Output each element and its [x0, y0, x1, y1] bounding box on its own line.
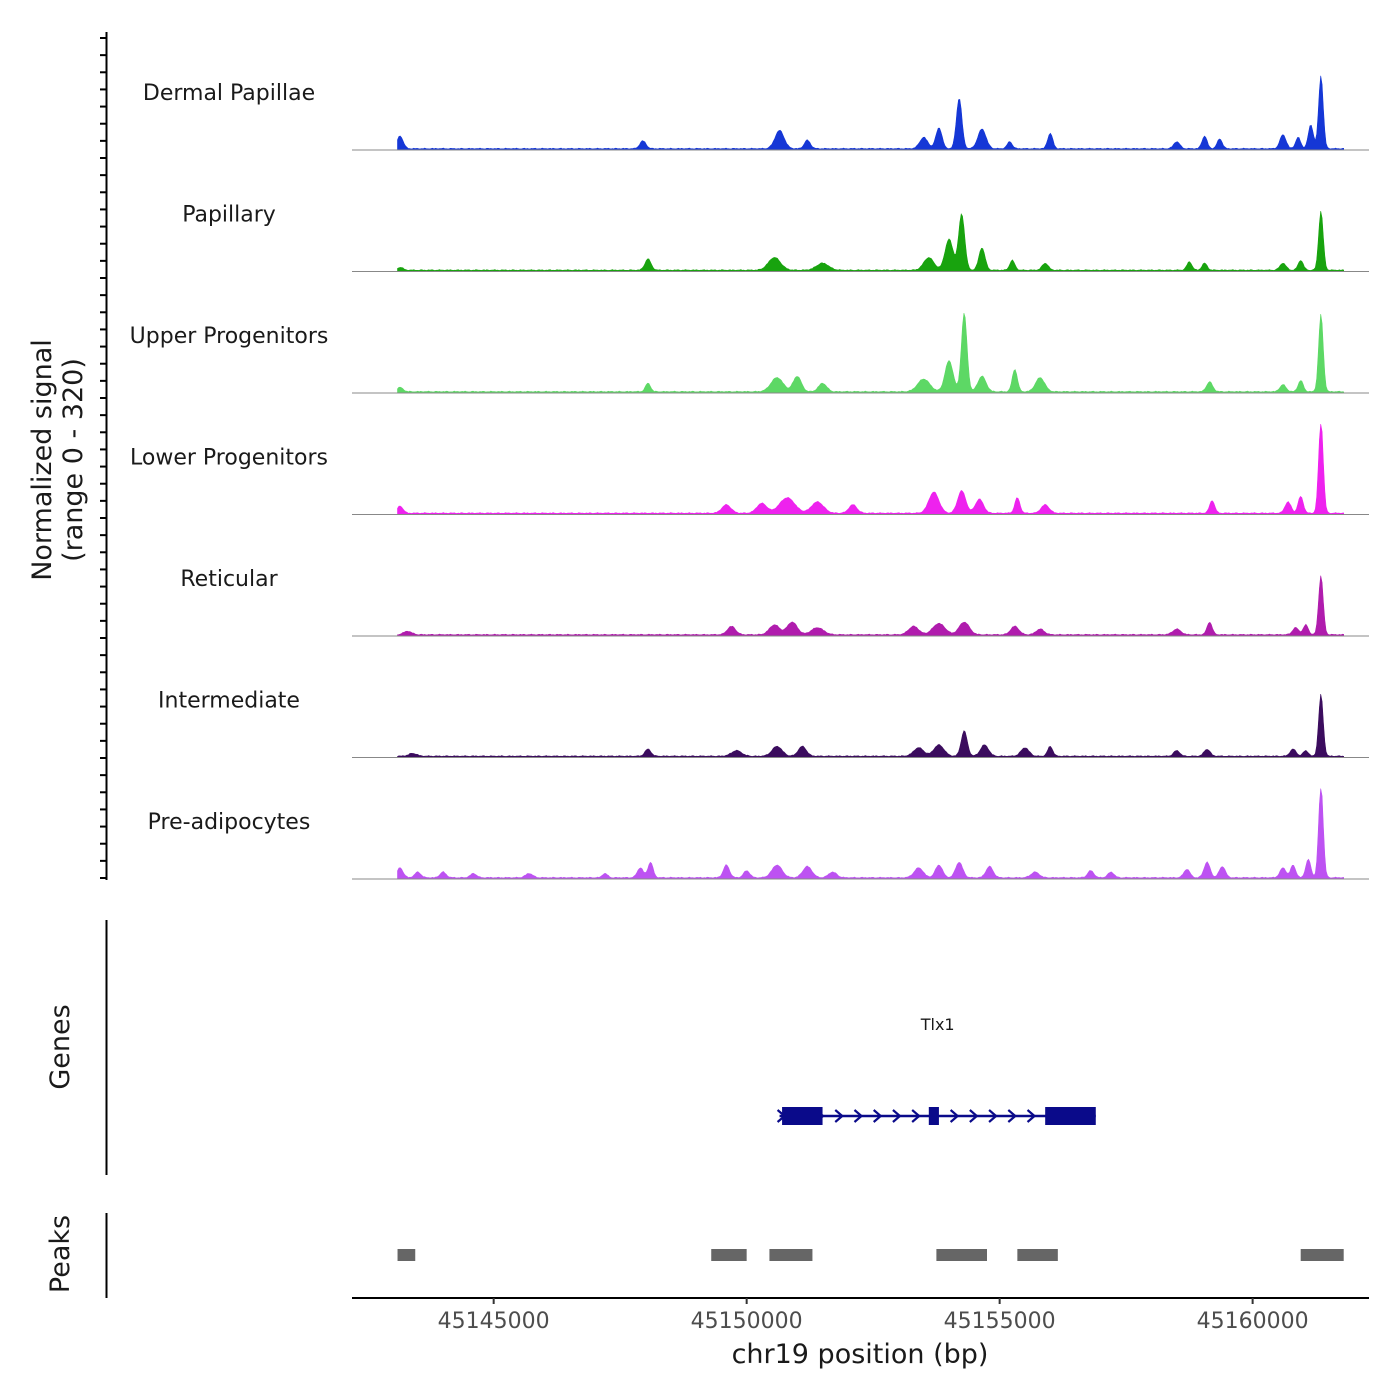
gene-exon	[928, 1107, 939, 1125]
signal-area	[397, 788, 1344, 879]
track-label: Intermediate	[158, 689, 300, 714]
signal-tracks: Dermal Papillae Papillary Upper Progenitor…	[130, 75, 1369, 880]
gene-name: Tlx1	[920, 1015, 955, 1034]
strand-chevron	[949, 1109, 960, 1123]
genes-track: Tlx1	[776, 1015, 1096, 1125]
peak-region	[936, 1249, 987, 1261]
gene-exon	[782, 1107, 823, 1125]
signal-area	[397, 575, 1344, 636]
signal-track: Papillary	[182, 203, 1369, 272]
strand-chevron	[969, 1109, 979, 1123]
signal-track: Intermediate	[158, 689, 1369, 758]
peaks-track-label: Peaks	[45, 1215, 76, 1293]
track-label: Dermal Papillae	[143, 81, 315, 106]
track-label: Upper Progenitors	[130, 324, 329, 349]
strand-chevron	[1026, 1109, 1037, 1123]
signal-area	[397, 211, 1344, 272]
peak-region	[1017, 1249, 1058, 1261]
signal-area	[397, 313, 1344, 393]
signal-track: Upper Progenitors	[130, 313, 1369, 394]
peaks-track	[397, 1249, 1344, 1261]
track-label: Papillary	[182, 203, 276, 228]
x-tick-label: 45145000	[438, 1309, 550, 1334]
signal-area	[397, 75, 1344, 150]
x-tick-label: 45155000	[944, 1309, 1056, 1334]
strand-chevron	[834, 1109, 844, 1123]
y-axis-title-line2: (range 0 - 320)	[58, 358, 89, 562]
strand-chevron	[911, 1109, 921, 1123]
track-label: Lower Progenitors	[130, 446, 328, 471]
signal-track: Dermal Papillae	[143, 75, 1369, 151]
strand-chevron	[988, 1109, 998, 1123]
strand-chevron	[872, 1109, 883, 1123]
signal-track: Lower Progenitors	[130, 423, 1369, 515]
x-tick-label: 45160000	[1197, 1309, 1309, 1334]
coverage-axis-ticks	[100, 37, 106, 879]
track-label: Reticular	[180, 567, 278, 592]
x-axis-title: chr19 position (bp)	[732, 1339, 989, 1370]
peak-region	[1300, 1249, 1344, 1261]
strand-chevron	[892, 1109, 902, 1123]
strand-chevron	[1007, 1109, 1017, 1123]
peak-region	[397, 1249, 416, 1261]
peak-region	[711, 1249, 747, 1261]
peak-region	[769, 1249, 813, 1261]
signal-track: Pre-adipocytes	[148, 788, 1369, 880]
y-axis-title-line1: Normalized signal	[27, 339, 58, 581]
track-label: Pre-adipocytes	[148, 810, 311, 835]
gene-exon	[1045, 1107, 1096, 1125]
strand-chevron	[853, 1109, 864, 1123]
gene: Tlx1	[776, 1015, 1096, 1125]
genes-track-label: Genes	[45, 1004, 76, 1089]
x-axis-ticks: 45145000 45150000 45155000 45160000	[438, 1298, 1309, 1334]
signal-track: Reticular	[180, 567, 1369, 637]
signal-area	[397, 693, 1344, 758]
x-tick-label: 45150000	[691, 1309, 803, 1334]
signal-area	[397, 423, 1344, 515]
